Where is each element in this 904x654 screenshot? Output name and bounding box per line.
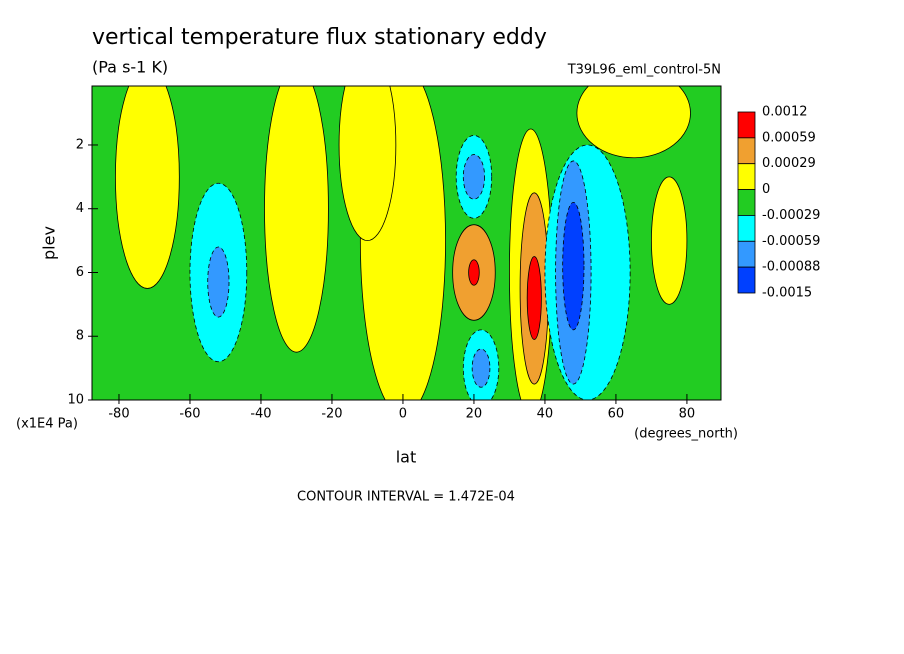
- contour-region: [562, 201, 585, 331]
- y-tick-label: 8: [76, 329, 84, 344]
- chart-title: vertical temperature flux stationary edd…: [92, 25, 547, 50]
- x-tick-label: 60: [608, 407, 625, 422]
- colorbar-box: [737, 189, 756, 216]
- colorbar-label: 0.00029: [762, 156, 816, 171]
- contour-region: [526, 256, 542, 340]
- colorbar-box: [737, 111, 756, 139]
- contour-region: [471, 348, 491, 388]
- contour-region: [462, 154, 485, 200]
- colorbar-box: [737, 215, 756, 242]
- x-tick-label: -80: [108, 407, 129, 422]
- colorbar-box: [737, 266, 756, 294]
- contour-region: [264, 86, 329, 353]
- colorbar-box: [737, 163, 756, 190]
- colorbar-label: -0.00029: [762, 208, 820, 223]
- x-tick-label: -60: [179, 407, 200, 422]
- contour-region: [651, 176, 688, 305]
- contour-region: [115, 86, 180, 289]
- colorbar-label: -0.00088: [762, 260, 820, 275]
- x-units: (degrees_north): [634, 427, 738, 442]
- contour-region: [207, 246, 230, 318]
- colorbar-label: -0.00059: [762, 234, 820, 249]
- contour-region: [576, 86, 691, 159]
- colorbar-label: 0.00059: [762, 130, 816, 145]
- x-tick-label: 20: [466, 407, 483, 422]
- colorbar-box: [737, 240, 756, 268]
- colorbar-label: 0: [762, 182, 770, 197]
- contour-region: [338, 86, 397, 241]
- plot-frame: [91, 85, 722, 401]
- x-tick-label: -40: [250, 407, 271, 422]
- x-tick-label: 40: [537, 407, 554, 422]
- y-tick-label: 2: [76, 137, 84, 152]
- contour-note: CONTOUR INTERVAL = 1.472E-04: [297, 490, 515, 505]
- x-tick-label: 0: [399, 407, 407, 422]
- y-units: (x1E4 Pa): [16, 417, 78, 432]
- colorbar-label: -0.0015: [762, 286, 812, 301]
- y-axis-label: plev: [40, 226, 59, 260]
- x-tick-label: 80: [679, 407, 696, 422]
- y-tick-label: 4: [76, 201, 84, 216]
- x-tick-label: -20: [321, 407, 342, 422]
- colorbar-label: 0.0012: [762, 105, 808, 120]
- contour-field: [92, 86, 721, 400]
- colorbar-box: [737, 137, 756, 165]
- y-tick-label: 10: [67, 393, 84, 408]
- x-axis-label: lat: [396, 448, 417, 467]
- y-tick-label: 6: [76, 265, 84, 280]
- contour-region: [468, 259, 480, 286]
- dataset-label: T39L96_eml_control-5N: [567, 63, 721, 78]
- chart-subtitle: (Pa s-1 K): [92, 58, 168, 77]
